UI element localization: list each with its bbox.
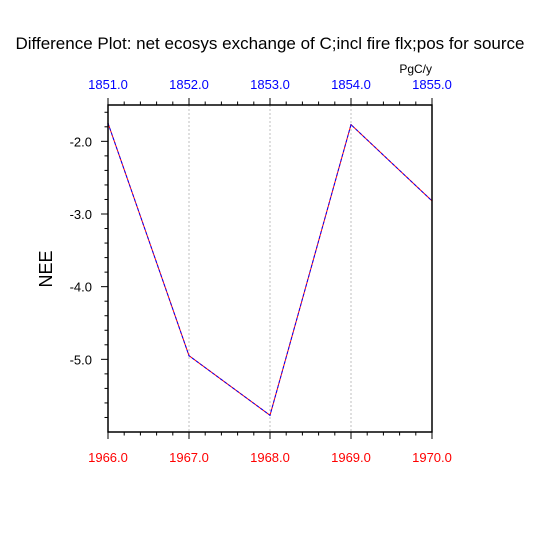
y-tick-label: -5.0	[70, 352, 92, 367]
x-bottom-tick-label: 1966.0	[88, 450, 128, 465]
x-top-tick-label: 1851.0	[88, 77, 128, 92]
y-tick-label: -3.0	[70, 207, 92, 222]
x-top-tick-label: 1855.0	[412, 77, 452, 92]
units-label: PgC/y	[399, 62, 432, 76]
grid-layer	[188, 105, 352, 432]
data-point	[269, 414, 271, 416]
x-bottom-tick-label: 1970.0	[412, 450, 452, 465]
data-point	[350, 124, 352, 126]
chart-title: Difference Plot: net ecosys exchange of …	[16, 34, 525, 53]
x-bottom-tick-label: 1969.0	[331, 450, 371, 465]
x-bottom-tick-label: 1967.0	[169, 450, 209, 465]
tick-layer	[101, 98, 433, 439]
label-layer: 1966.0 1851.0 1967.0 1852.0 1968.0 1853.0 1969…	[70, 77, 452, 465]
x-top-tick-label: 1853.0	[250, 77, 290, 92]
data-point	[188, 355, 190, 357]
x-bottom-tick-label: 1968.0	[250, 450, 290, 465]
x-top-tick-label: 1852.0	[169, 77, 209, 92]
y-tick-label: -2.0	[70, 134, 92, 149]
y-tick-label: -4.0	[70, 280, 92, 295]
x-top-tick-label: 1854.0	[331, 77, 371, 92]
y-axis-title: NEE	[36, 250, 56, 287]
